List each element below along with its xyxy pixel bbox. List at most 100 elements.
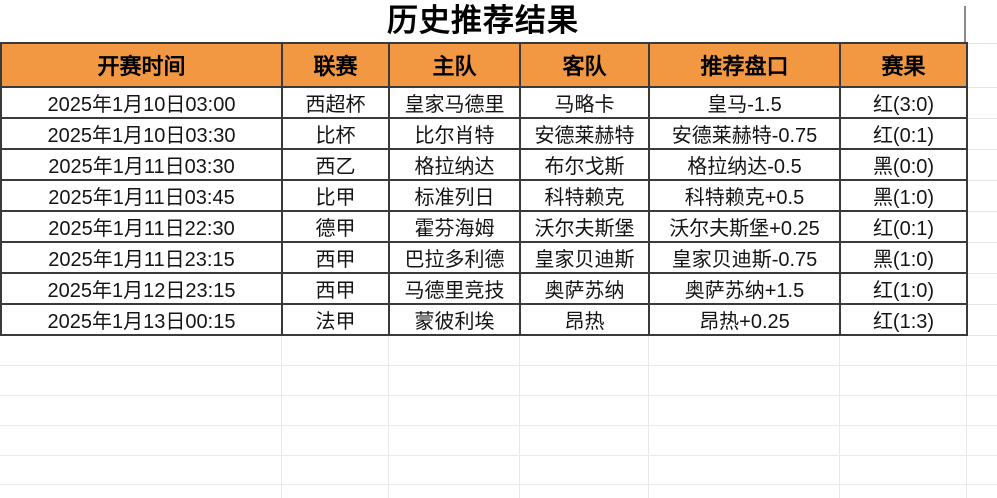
empty-cell[interactable]: [0, 365, 282, 396]
header-home-team[interactable]: 主队: [388, 42, 521, 88]
cell-league[interactable]: 西超杯: [281, 86, 390, 119]
empty-cell[interactable]: [519, 395, 649, 426]
cell-handicap[interactable]: 皇家贝迪斯-0.75: [648, 241, 841, 274]
cell-time[interactable]: 2025年1月13日00:15: [0, 303, 283, 336]
empty-cell[interactable]: [388, 484, 520, 498]
empty-cell[interactable]: [519, 336, 649, 366]
empty-cell[interactable]: [966, 179, 997, 212]
empty-cell[interactable]: [839, 425, 967, 456]
cell-away-team[interactable]: 马略卡: [519, 86, 650, 119]
cell-handicap[interactable]: 沃尔夫斯堡+0.25: [648, 210, 841, 243]
cell-result[interactable]: 黑(1:0): [839, 179, 968, 212]
cell-handicap[interactable]: 安德莱赫特-0.75: [648, 117, 841, 150]
empty-cell[interactable]: [0, 425, 282, 456]
cell-handicap[interactable]: 格拉纳达-0.5: [648, 148, 841, 181]
empty-cell[interactable]: [966, 365, 997, 396]
cell-home-team[interactable]: 巴拉多利德: [388, 241, 521, 274]
empty-cell[interactable]: [966, 272, 997, 305]
empty-cell[interactable]: [281, 395, 389, 426]
cell-handicap[interactable]: 奥萨苏纳+1.5: [648, 272, 841, 305]
cell-result[interactable]: 黑(0:0): [839, 148, 968, 181]
cell-away-team[interactable]: 奥萨苏纳: [519, 272, 650, 305]
cell-time[interactable]: 2025年1月11日23:15: [0, 241, 283, 274]
empty-cell[interactable]: [519, 425, 649, 456]
empty-cell[interactable]: [281, 484, 389, 498]
cell-time[interactable]: 2025年1月11日22:30: [0, 210, 283, 243]
empty-cell[interactable]: [0, 484, 282, 498]
cell-result[interactable]: 红(1:3): [839, 303, 968, 336]
cell-away-team[interactable]: 昂热: [519, 303, 650, 336]
empty-cell[interactable]: [966, 86, 997, 119]
empty-cell[interactable]: [839, 365, 967, 396]
empty-cell[interactable]: [648, 336, 840, 366]
cell-away-team[interactable]: 皇家贝迪斯: [519, 241, 650, 274]
empty-cell[interactable]: [839, 484, 967, 498]
empty-cell[interactable]: [648, 425, 840, 456]
empty-cell[interactable]: [839, 455, 967, 486]
empty-cell[interactable]: [966, 241, 997, 274]
empty-cell[interactable]: [648, 395, 840, 426]
empty-cell[interactable]: [966, 42, 997, 88]
empty-cell[interactable]: [966, 117, 997, 150]
empty-cell[interactable]: [966, 303, 997, 336]
cell-home-team[interactable]: 格拉纳达: [388, 148, 521, 181]
cell-away-team[interactable]: 沃尔夫斯堡: [519, 210, 650, 243]
cell-time[interactable]: 2025年1月11日03:30: [0, 148, 283, 181]
empty-cell[interactable]: [388, 455, 520, 486]
empty-cell[interactable]: [966, 210, 997, 243]
cell-result[interactable]: 红(0:1): [839, 210, 968, 243]
cell-league[interactable]: 比甲: [281, 179, 390, 212]
empty-cell[interactable]: [281, 336, 389, 366]
empty-cell[interactable]: [281, 455, 389, 486]
empty-cell[interactable]: [519, 455, 649, 486]
empty-cell[interactable]: [0, 395, 282, 426]
empty-cell[interactable]: [839, 395, 967, 426]
cell-result[interactable]: 黑(1:0): [839, 241, 968, 274]
cell-league[interactable]: 比杯: [281, 117, 390, 150]
empty-cell[interactable]: [0, 336, 282, 366]
cell-time[interactable]: 2025年1月10日03:00: [0, 86, 283, 119]
cell-result[interactable]: 红(1:0): [839, 272, 968, 305]
cell-result[interactable]: 红(3:0): [839, 86, 968, 119]
cell-home-team[interactable]: 皇家马德里: [388, 86, 521, 119]
empty-cell[interactable]: [388, 395, 520, 426]
cell-home-team[interactable]: 霍芬海姆: [388, 210, 521, 243]
cell-home-team[interactable]: 马德里竞技: [388, 272, 521, 305]
empty-cell[interactable]: [0, 455, 282, 486]
header-time[interactable]: 开赛时间: [0, 42, 283, 88]
empty-cell[interactable]: [966, 484, 997, 498]
empty-cell[interactable]: [519, 365, 649, 396]
cell-time[interactable]: 2025年1月11日03:45: [0, 179, 283, 212]
cell-handicap[interactable]: 皇马-1.5: [648, 86, 841, 119]
cell-league[interactable]: 法甲: [281, 303, 390, 336]
empty-cell[interactable]: [388, 336, 520, 366]
cell-time[interactable]: 2025年1月10日03:30: [0, 117, 283, 150]
header-handicap[interactable]: 推荐盘口: [648, 42, 841, 88]
empty-cell[interactable]: [281, 365, 389, 396]
cell-away-team[interactable]: 科特赖克: [519, 179, 650, 212]
cell-league[interactable]: 西甲: [281, 241, 390, 274]
cell-handicap[interactable]: 昂热+0.25: [648, 303, 841, 336]
header-league[interactable]: 联赛: [281, 42, 390, 88]
cell-away-team[interactable]: 安德莱赫特: [519, 117, 650, 150]
cell-time[interactable]: 2025年1月12日23:15: [0, 272, 283, 305]
cell-handicap[interactable]: 科特赖克+0.5: [648, 179, 841, 212]
cell-away-team[interactable]: 布尔戈斯: [519, 148, 650, 181]
cell-result[interactable]: 红(0:1): [839, 117, 968, 150]
empty-cell[interactable]: [966, 395, 997, 426]
empty-cell[interactable]: [648, 484, 840, 498]
header-result[interactable]: 赛果: [839, 42, 968, 88]
empty-cell[interactable]: [388, 365, 520, 396]
empty-cell[interactable]: [388, 425, 520, 456]
cell-league[interactable]: 德甲: [281, 210, 390, 243]
cell-home-team[interactable]: 标准列日: [388, 179, 521, 212]
empty-cell[interactable]: [966, 455, 997, 486]
empty-cell[interactable]: [519, 484, 649, 498]
empty-cell[interactable]: [839, 336, 967, 366]
empty-cell[interactable]: [966, 336, 997, 366]
empty-cell[interactable]: [281, 425, 389, 456]
empty-cell[interactable]: [648, 365, 840, 396]
cell-home-team[interactable]: 比尔肖特: [388, 117, 521, 150]
empty-cell[interactable]: [648, 455, 840, 486]
cell-home-team[interactable]: 蒙彼利埃: [388, 303, 521, 336]
